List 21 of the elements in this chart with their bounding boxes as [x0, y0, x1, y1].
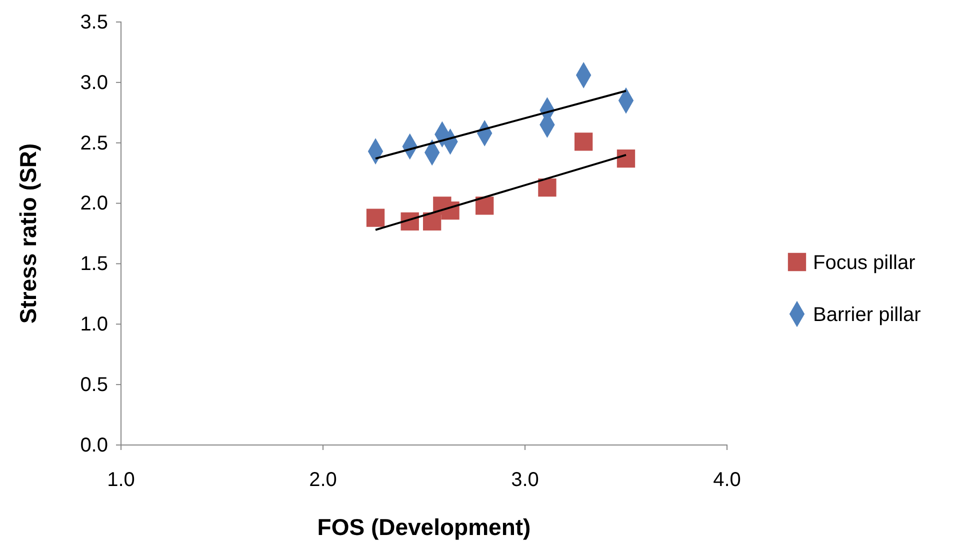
- y-tick-label: 0.5: [80, 374, 108, 396]
- y-tick-label: 2.0: [80, 192, 108, 215]
- y-tick-label: 2.5: [80, 132, 108, 154]
- y-tick-label: 0.0: [80, 434, 108, 456]
- legend-label: Focus pillar: [813, 252, 916, 274]
- point: [538, 178, 556, 197]
- x-tick-label: 4.0: [713, 469, 741, 492]
- legend-label: Barrier pillar: [813, 304, 922, 326]
- y-tick-label: 1.0: [80, 314, 108, 336]
- x-tick-label: 3.0: [511, 469, 539, 492]
- y-tick-label: 3.0: [80, 72, 108, 94]
- point: [476, 196, 494, 215]
- y-axis-title: Stress ratio (SR): [15, 143, 41, 324]
- point: [616, 149, 636, 168]
- x-tick-label: 2.0: [309, 469, 337, 492]
- y-tick-label: 3.5: [80, 11, 108, 34]
- point: [366, 208, 385, 227]
- x-tick-label: 1.0: [107, 469, 135, 492]
- y-tick-label: 1.5: [80, 253, 108, 276]
- point: [574, 132, 593, 151]
- x-axis-title: FOS (Development): [317, 514, 531, 540]
